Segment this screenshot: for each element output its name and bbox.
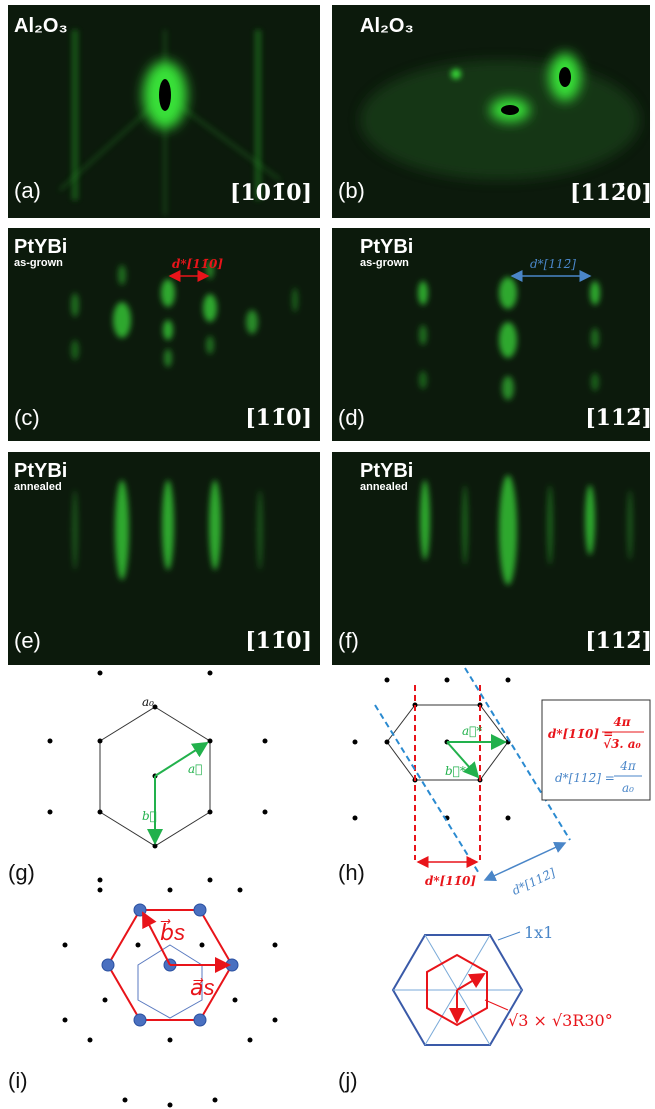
- condition: as-grown: [14, 257, 63, 269]
- annotation: d*[11̄0]: [172, 257, 223, 271]
- direction: [112̄]: [585, 628, 652, 654]
- rheed-b: (b) Al₂O₃ [112̄0]: [332, 5, 652, 218]
- direction: [11̄0]: [245, 405, 312, 431]
- label: b⃗: [142, 809, 157, 823]
- rheed-c: d*[11̄0] (c) PtYBi as-grown [11̄0]: [8, 228, 320, 441]
- condition: as-grown: [360, 257, 409, 269]
- sample: Al₂O₃: [14, 15, 68, 37]
- rheed-f: (f) PtYBi annealed [112̄]: [332, 452, 652, 665]
- panel-label: (e): [14, 628, 41, 653]
- formula-den: a₀: [622, 781, 634, 795]
- label: a⃗*: [462, 724, 482, 738]
- label: 1x1: [524, 923, 553, 942]
- direction: [112̄]: [585, 405, 652, 431]
- formula-den: √3. a₀: [603, 737, 641, 751]
- rheed-d: d*[112̄] (d) PtYBi as-grown [112̄]: [332, 228, 652, 441]
- diagram-g: a₀ a⃗ b⃗ (g): [8, 670, 268, 885]
- label: b⃗s: [160, 919, 185, 945]
- direction: [112̄0]: [570, 180, 652, 206]
- panel-label: (f): [338, 628, 359, 653]
- condition: annealed: [14, 481, 62, 493]
- formula-num: 4π: [619, 759, 637, 773]
- sample: PtYBi: [360, 236, 413, 258]
- rheed-e: (e) PtYBi annealed [11̄0]: [8, 452, 320, 665]
- formula-lhs: d*[112̄] =: [555, 771, 615, 785]
- label: √3 × √3R30°: [508, 1011, 613, 1030]
- panel-label: (b): [338, 178, 365, 203]
- diagram-i: b⃗s a⃗s (i): [8, 887, 278, 1108]
- label: a⃗s: [190, 975, 214, 1000]
- panel-label: (h): [338, 860, 365, 885]
- panel-label: (i): [8, 1068, 28, 1093]
- sample: Al₂O₃: [360, 15, 414, 37]
- panel-label: (d): [338, 405, 365, 430]
- formula-num: 4π: [613, 715, 630, 729]
- diagram-h: a⃗* b⃗* d*[11̄0] d*[112̄] d*[11̄0] = 4π …: [338, 667, 651, 898]
- sample: PtYBi: [14, 460, 67, 482]
- rheed-a: (a) Al₂O₃ [101̄0]: [8, 5, 320, 218]
- label: d*[11̄0]: [425, 874, 476, 888]
- label: d*[112̄]: [510, 866, 558, 898]
- diagram-j: 1x1 √3 × √3R30° (j): [338, 923, 613, 1093]
- panel-label: (g): [8, 860, 35, 885]
- panel-label: (a): [14, 178, 41, 203]
- label: a⃗: [188, 762, 202, 776]
- sample: PtYBi: [360, 460, 413, 482]
- sample: PtYBi: [14, 236, 67, 258]
- panel-label: (c): [14, 405, 40, 430]
- label: a₀: [142, 695, 154, 709]
- condition: annealed: [360, 481, 408, 493]
- formula-lhs: d*[11̄0] =: [548, 727, 613, 741]
- direction: [11̄0]: [245, 628, 312, 654]
- label: b⃗*: [445, 764, 466, 778]
- panel-label: (j): [338, 1068, 358, 1093]
- direction: [101̄0]: [230, 180, 312, 206]
- annotation: d*[112̄]: [530, 257, 576, 271]
